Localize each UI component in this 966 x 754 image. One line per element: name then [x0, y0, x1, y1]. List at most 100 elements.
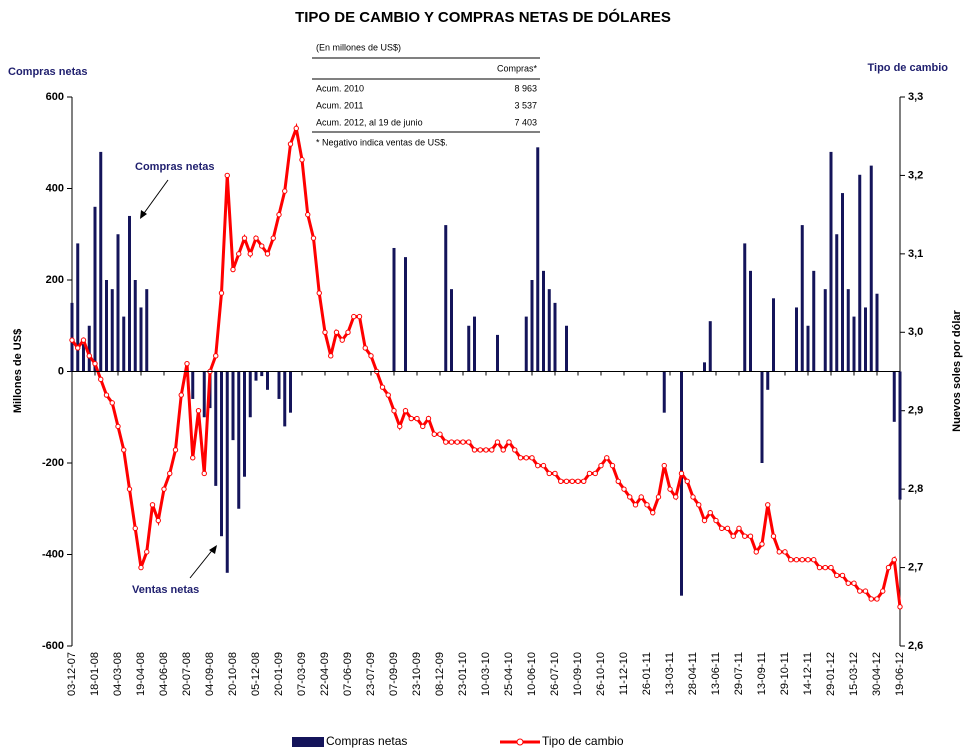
- line-marker: [828, 564, 834, 571]
- x-tick-label: 10-09-10: [572, 652, 584, 696]
- x-tick-label: 03-12-07: [66, 652, 78, 696]
- bar: [93, 206, 97, 372]
- line-marker: [834, 572, 840, 579]
- line-marker: [880, 588, 886, 594]
- line-marker: [512, 447, 518, 453]
- x-tick-label: 23-10-09: [411, 652, 423, 696]
- line-marker: [322, 329, 328, 335]
- line-marker: [638, 494, 644, 500]
- bar: [139, 307, 143, 372]
- x-tick-label: 18-01-08: [89, 652, 101, 696]
- line-marker: [98, 376, 104, 383]
- bar: [220, 371, 223, 537]
- bar: [524, 316, 528, 372]
- line-marker: [132, 525, 138, 532]
- line-marker: [529, 455, 535, 461]
- x-tick-label: 04-09-08: [204, 652, 216, 696]
- line-marker: [736, 525, 742, 532]
- x-tick-label: 11-12-10: [618, 652, 630, 695]
- y2-tick-label: 2,8: [908, 483, 923, 495]
- line-marker: [719, 525, 725, 532]
- line-marker: [293, 125, 299, 132]
- line-marker: [345, 329, 351, 335]
- bar: [214, 371, 218, 486]
- line-marker: [707, 509, 713, 516]
- line-marker: [690, 494, 696, 500]
- x-tick-label: 07-06-09: [342, 652, 354, 696]
- chart-title: TIPO DE CAMBIO Y COMPRAS NETAS DE DÓLARE…: [295, 8, 671, 26]
- y2-tick-label: 3,2: [908, 169, 923, 181]
- line-marker: [581, 478, 587, 484]
- bar: [133, 280, 137, 372]
- line-marker: [69, 337, 75, 343]
- line-marker: [598, 462, 604, 469]
- line-marker: [811, 557, 817, 563]
- table-cell: Acum. 2010: [316, 83, 364, 93]
- y-title: Compras netas: [8, 66, 87, 78]
- line-marker: [742, 533, 748, 539]
- line-marker: [236, 251, 242, 257]
- bar: [99, 151, 103, 372]
- table-cell: Acum. 2011: [316, 100, 363, 110]
- arrow: [141, 179, 169, 217]
- line-marker: [724, 525, 731, 532]
- line-marker: [655, 494, 662, 500]
- bar: [266, 371, 269, 390]
- bar: [662, 371, 666, 413]
- line-marker: [351, 313, 357, 320]
- line-marker: [448, 439, 455, 445]
- line-marker: [362, 345, 368, 351]
- bar: [703, 362, 706, 372]
- line-marker: [862, 588, 869, 594]
- x-tick-label: 13-03-11: [664, 652, 676, 695]
- x-tick-label: 08-12-09: [434, 652, 446, 696]
- line-marker: [776, 549, 782, 555]
- line-marker: [466, 439, 472, 445]
- line-marker: [213, 353, 219, 359]
- table-note: * Negativo indica ventas de US$.: [316, 137, 448, 147]
- table-cell: 8 963: [514, 83, 537, 93]
- line-marker: [609, 462, 616, 469]
- line-marker: [75, 345, 81, 351]
- line-marker: [310, 235, 317, 241]
- bar: [128, 215, 131, 372]
- line-marker: [765, 502, 771, 508]
- line-marker: [144, 549, 150, 555]
- legend-swatch: [292, 737, 324, 747]
- line-marker: [155, 517, 161, 524]
- line-marker: [195, 408, 202, 414]
- line-marker: [161, 486, 167, 492]
- line-marker: [184, 360, 190, 367]
- y2-tick-label: 3,3: [908, 91, 923, 103]
- y2-title: Tipo de cambio: [868, 62, 949, 74]
- bar: [800, 225, 804, 372]
- line-marker: [558, 478, 564, 484]
- annotation: Compras netas: [135, 161, 214, 173]
- x-tick-label: 20-07-08: [181, 652, 193, 696]
- line-marker: [172, 447, 179, 453]
- bar: [87, 325, 91, 372]
- line-marker: [592, 470, 598, 477]
- line-marker: [891, 557, 897, 563]
- line-marker: [138, 564, 144, 571]
- y-label: Millones de US$: [12, 329, 24, 413]
- line-marker: [356, 313, 363, 320]
- bar: [795, 307, 798, 372]
- line-marker: [282, 188, 288, 194]
- bar: [254, 371, 258, 381]
- line-marker: [299, 157, 305, 163]
- x-tick-label: 26-07-10: [549, 652, 561, 696]
- line-marker: [328, 353, 334, 359]
- line-marker: [632, 502, 639, 508]
- y2-tick-label: 3,0: [908, 326, 923, 338]
- bar: [289, 371, 292, 413]
- bar: [898, 371, 902, 500]
- line-marker: [408, 415, 414, 422]
- bar: [467, 325, 471, 372]
- line-marker: [874, 596, 880, 602]
- line-marker: [264, 251, 271, 257]
- line-marker: [793, 557, 800, 563]
- x-tick-label: 13-06-11: [710, 652, 722, 695]
- bar: [743, 243, 747, 372]
